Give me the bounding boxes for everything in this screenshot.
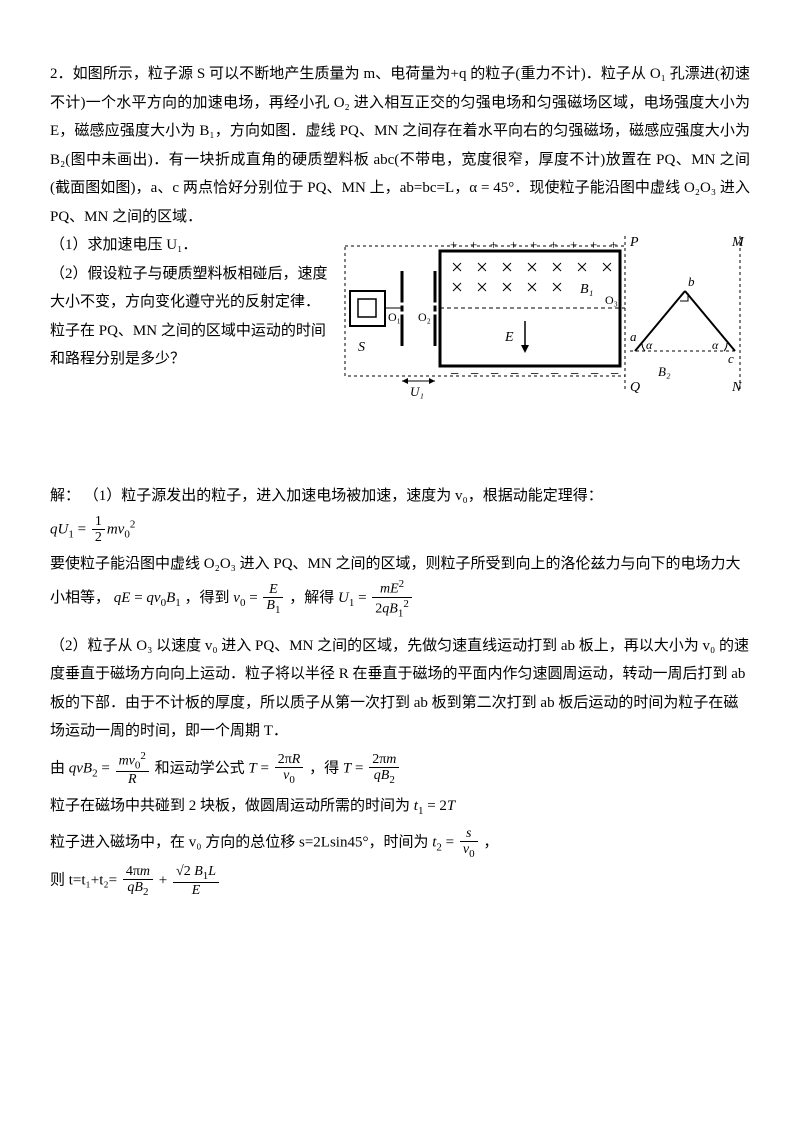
svg-text:+: + [450,237,457,252]
svg-text:+: + [530,237,537,252]
sol-p2-l2e: ，得 [309,760,343,776]
svg-text:−: − [570,366,579,383]
sol-p1-l1: （1）粒子源发出的粒子，进入加速电场被加速，速度为 v₀，根据动能定理得： [84,488,603,504]
eq-qU1: qU1 = 12mv02 [50,514,750,546]
svg-text:−: − [510,366,519,383]
label-M: M [731,235,745,250]
label-U1: U₁ [410,384,424,399]
problem-number: 2． [50,66,73,82]
svg-text:−: − [610,366,619,383]
svg-text:−: − [470,366,479,383]
svg-text:−: − [530,366,539,383]
svg-text:+: + [470,237,477,252]
svg-text:+: + [570,237,577,252]
svg-text:+: + [610,237,617,252]
figure-column: S O₁ O₂ U₁ +++++++++ −−−−−−−−− [340,231,750,412]
label-E: E [504,330,514,345]
physics-figure: S O₁ O₂ U₁ +++++++++ −−−−−−−−− [340,231,750,401]
problem-p1: 如图所示，粒子源 S 可以不断地产生质量为 m、电荷量为+q 的粒子(重力不计)… [50,66,750,225]
solution-block: 解： （1）粒子源发出的粒子，进入加速电场被加速，速度为 v₀，根据动能定理得：… [50,482,750,899]
svg-text:+: + [490,237,497,252]
sol-p2-l3a: 粒子在磁场中共碰到 2 块板，做圆周运动所需的时间为 [50,798,410,814]
label-c: c [728,351,734,366]
svg-text:−: − [590,366,599,383]
sol-p2-l4c: ， [483,834,498,850]
label-Q: Q [630,380,640,395]
svg-text:−: − [450,366,459,383]
label-alpha1: α [646,338,653,352]
svg-text:+: + [550,237,557,252]
sol-p2-l4a: 粒子进入磁场中，在 v₀ 方向的总位移 s=2Lsin45°，时间为 [50,834,428,850]
svg-text:+: + [590,237,597,252]
problem-block: 2．如图所示，粒子源 S 可以不断地产生质量为 m、电荷量为+q 的粒子(重力不… [50,60,750,231]
label-O2: O₂ [418,310,431,324]
sol-p1-l2c: ，得到 [185,591,230,607]
question-2: （2）假设粒子与硬质塑料板相碰后，速度大小不变，方向变化遵守光的反射定律．粒子在… [50,260,330,374]
sol-p1-l2e: ，解得 [289,591,334,607]
label-O1: O₁ [388,310,401,324]
label-N: N [731,380,742,395]
label-B2: B₂ [658,364,671,379]
label-O3: O₃ [605,293,618,307]
question-1: （1）求加速电压 U₁． [50,231,330,260]
label-b: b [688,274,695,289]
label-P: P [629,235,639,250]
sol-p2-l1: （2）粒子从 O₃ 以速度 v₀ 进入 PQ、MN 之间的区域，先做匀速直线运动… [50,638,749,740]
label-a: a [630,329,637,344]
label-S: S [358,340,365,355]
svg-text:+: + [510,237,517,252]
questions-column: （1）求加速电压 U₁． （2）假设粒子与硬质塑料板相碰后，速度大小不变，方向变… [50,231,330,374]
svg-text:−: − [550,366,559,383]
label-B1: B₁ [580,282,593,297]
label-alpha2: α [712,338,719,352]
sol-p2-l2c: 和运动学公式 [155,760,249,776]
sol-p2-l5a: 则 t=t₁+t₂= [50,873,117,889]
solution-heading: 解： [50,488,80,504]
svg-text:−: − [490,366,499,383]
sol-p2-l2a: 由 [50,760,65,776]
